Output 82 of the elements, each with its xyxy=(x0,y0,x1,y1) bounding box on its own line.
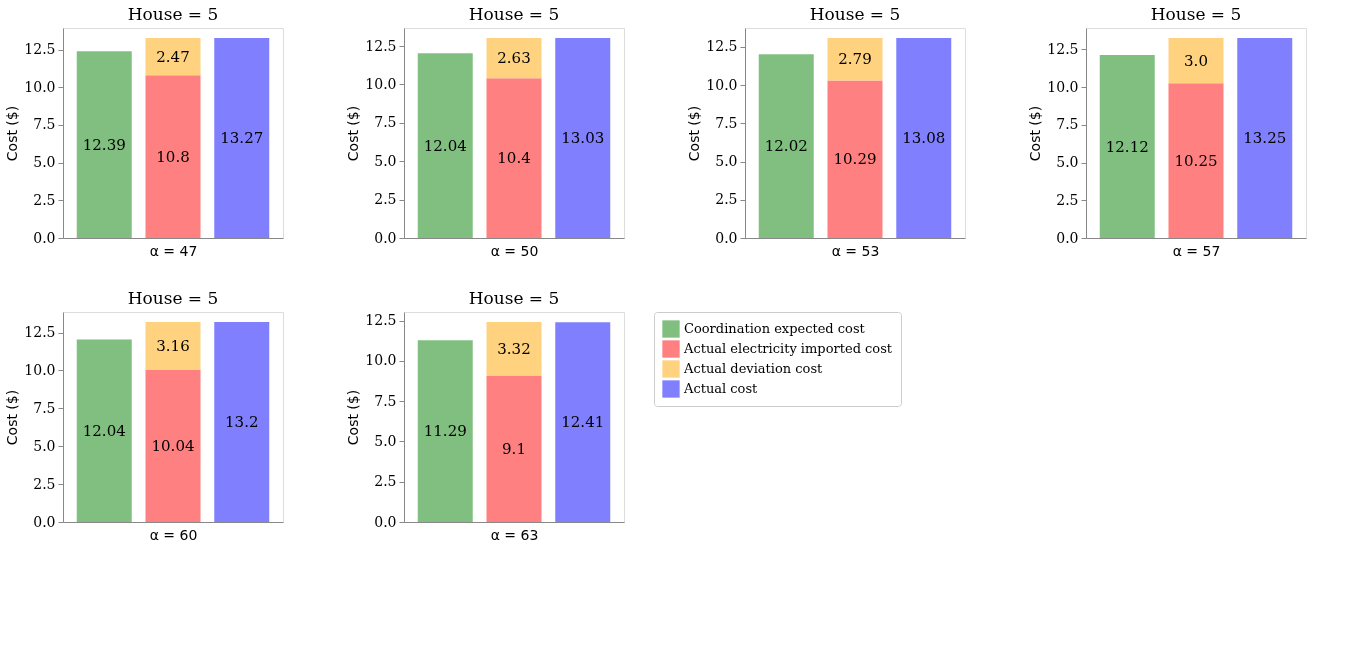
data-label: 12.04 xyxy=(423,136,467,155)
y-tick-label: 0.0 xyxy=(1056,229,1079,246)
data-label: 12.12 xyxy=(1105,137,1149,156)
y-tick-label: 7.5 xyxy=(1056,116,1079,133)
y-tick-label: 2.5 xyxy=(374,473,397,490)
chart-title: House = 5 xyxy=(127,4,219,24)
y-tick-label: 2.5 xyxy=(33,475,56,492)
y-tick-label: 0.0 xyxy=(374,513,397,530)
chart-title: House = 5 xyxy=(1150,4,1242,24)
data-label: 2.79 xyxy=(838,50,872,69)
y-tick-label: 2.5 xyxy=(33,191,56,208)
data-label: 10.8 xyxy=(156,147,190,166)
y-tick-label: 0.0 xyxy=(33,513,56,530)
y-axis-title: Cost ($) xyxy=(345,389,362,446)
x-axis-title: α = 57 xyxy=(1172,242,1221,259)
y-tick-label: 5.0 xyxy=(33,437,56,454)
data-label: 10.4 xyxy=(497,149,531,168)
y-axis-title: Cost ($) xyxy=(686,105,703,162)
y-tick-label: 10.0 xyxy=(365,75,397,92)
data-label: 2.47 xyxy=(156,47,190,66)
data-label: 12.41 xyxy=(561,413,605,432)
y-tick-label: 10.0 xyxy=(1047,78,1079,95)
chart-title: House = 5 xyxy=(468,287,560,308)
y-tick-label: 12.5 xyxy=(24,41,56,58)
y-tick-label: 0.0 xyxy=(374,229,397,246)
x-axis-title: α = 47 xyxy=(149,242,198,259)
data-label: 12.04 xyxy=(82,421,126,440)
data-label: 13.03 xyxy=(561,128,605,147)
data-label: 10.04 xyxy=(151,436,195,455)
y-tick-label: 12.5 xyxy=(24,324,56,341)
data-label: 3.32 xyxy=(497,339,531,358)
y-axis-title: Cost ($) xyxy=(4,105,21,162)
chart-title: House = 5 xyxy=(809,4,901,24)
y-tick-label: 5.0 xyxy=(374,152,397,169)
y-tick-label: 7.5 xyxy=(374,114,397,131)
data-label: 12.02 xyxy=(764,137,808,156)
data-label: 13.25 xyxy=(1243,128,1287,147)
y-tick-label: 5.0 xyxy=(374,432,397,449)
y-axis-title: Cost ($) xyxy=(1027,105,1044,162)
y-tick-label: 2.5 xyxy=(374,191,397,208)
data-label: 10.29 xyxy=(833,150,877,169)
y-tick-label: 10.0 xyxy=(706,76,738,93)
legend-label: Coordination expected cost xyxy=(684,321,866,336)
x-axis-title: α = 60 xyxy=(149,526,198,543)
y-tick-label: 12.5 xyxy=(365,37,397,54)
data-label: 13.08 xyxy=(902,128,946,147)
y-tick-label: 7.5 xyxy=(374,392,397,409)
y-tick-label: 0.0 xyxy=(715,229,738,246)
data-label: 13.2 xyxy=(225,413,259,431)
y-tick-label: 10.0 xyxy=(24,78,56,95)
data-label: 11.29 xyxy=(423,422,467,441)
data-label: 3.0 xyxy=(1184,51,1208,70)
y-tick-label: 2.5 xyxy=(1056,191,1079,208)
y-tick-label: 12.5 xyxy=(365,312,397,329)
legend-label: Actual deviation cost xyxy=(683,361,824,376)
x-axis-title: α = 63 xyxy=(490,526,539,543)
y-tick-label: 7.5 xyxy=(33,399,56,416)
data-label: 3.16 xyxy=(156,336,190,355)
y-tick-label: 10.0 xyxy=(365,352,397,369)
y-tick-label: 12.5 xyxy=(706,38,738,55)
y-tick-label: 5.0 xyxy=(1056,154,1079,171)
y-tick-label: 7.5 xyxy=(33,116,56,133)
y-axis-title: Cost ($) xyxy=(4,389,21,446)
y-tick-label: 0.0 xyxy=(33,229,56,246)
x-axis-title: α = 50 xyxy=(490,242,539,259)
data-label: 2.63 xyxy=(497,49,531,68)
data-label: 9.1 xyxy=(502,439,526,458)
data-label: 13.27 xyxy=(220,128,264,147)
y-tick-label: 5.0 xyxy=(33,154,56,171)
chart-title: House = 5 xyxy=(468,4,560,24)
y-tick-label: 10.0 xyxy=(24,361,56,378)
y-tick-label: 7.5 xyxy=(715,114,738,131)
legend-label: Actual electricity imported cost xyxy=(683,341,893,356)
data-label: 12.39 xyxy=(82,135,126,154)
y-axis-title: Cost ($) xyxy=(345,105,362,162)
chart-title: House = 5 xyxy=(127,288,219,308)
legend-label: Actual cost xyxy=(683,381,759,396)
x-axis-title: α = 53 xyxy=(831,242,880,259)
y-tick-label: 2.5 xyxy=(715,191,738,208)
y-tick-label: 5.0 xyxy=(715,153,738,170)
y-tick-label: 12.5 xyxy=(1047,40,1079,57)
data-label: 10.25 xyxy=(1174,151,1218,170)
